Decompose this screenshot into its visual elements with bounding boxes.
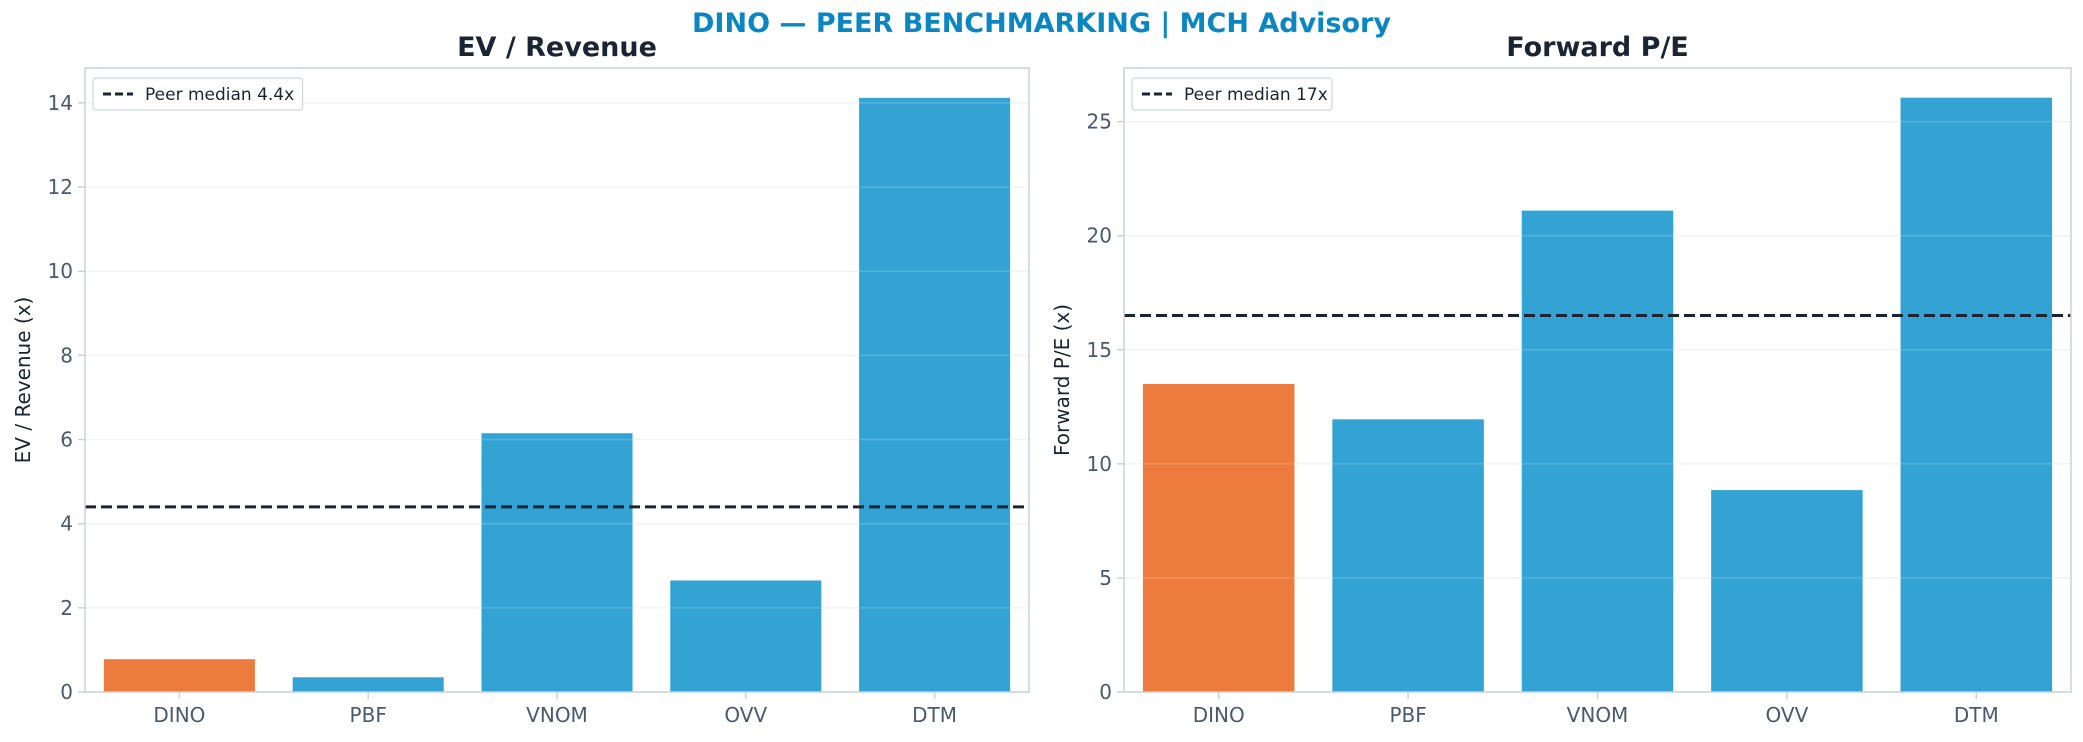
x-tick-label: DTM [912, 703, 957, 727]
bar-pbf [1332, 419, 1484, 692]
bar-pbf [292, 677, 444, 692]
x-tick-label: VNOM [1567, 703, 1629, 727]
legend-label: Peer median 17x [1184, 85, 1328, 105]
x-tick-label: DTM [1954, 703, 1999, 727]
x-tick-label: VNOM [526, 703, 588, 727]
x-tick-label: PBF [1389, 703, 1426, 727]
y-tick-label: 4 [60, 512, 73, 536]
y-tick-label: 10 [48, 259, 73, 283]
x-tick-label: OVV [1766, 703, 1809, 727]
y-tick-label: 2 [60, 596, 73, 620]
bar-vnom [481, 433, 633, 692]
y-tick-label: 15 [1087, 338, 1112, 362]
y-axis-label: Forward P/E (x) [1050, 304, 1074, 456]
legend-box [92, 77, 304, 111]
y-tick-label: 12 [48, 175, 73, 199]
y-tick-label: 6 [60, 428, 73, 452]
y-tick-label: 14 [48, 91, 73, 115]
figure-title: DINO — PEER BENCHMARKING | MCH Advisory [692, 8, 1391, 39]
chart-title: Forward P/E [1506, 32, 1689, 63]
x-tick-label: OVV [724, 703, 767, 727]
legend-box [1131, 77, 1333, 111]
y-axis-label: EV / Revenue (x) [11, 297, 35, 464]
y-tick-label: 0 [60, 680, 73, 704]
bar-dtm [859, 97, 1011, 693]
bar-ovv [670, 580, 822, 692]
bar-dino [1142, 383, 1295, 692]
y-tick-label: 5 [1099, 566, 1112, 590]
y-tick-label: 8 [60, 343, 73, 367]
bar-dtm [1900, 97, 2053, 692]
bar-vnom [1521, 210, 1674, 692]
bar-dino [103, 659, 255, 692]
x-tick-label: PBF [350, 703, 387, 727]
y-tick-label: 0 [1099, 680, 1112, 704]
y-tick-label: 20 [1087, 224, 1112, 248]
x-tick-label: DINO [153, 703, 205, 727]
x-tick-label: DINO [1193, 703, 1245, 727]
chart-title: EV / Revenue [457, 32, 657, 63]
y-tick-label: 25 [1087, 110, 1112, 134]
y-tick-label: 10 [1087, 452, 1112, 476]
legend-label: Peer median 4.4x [145, 85, 294, 105]
bar-ovv [1711, 490, 1863, 692]
